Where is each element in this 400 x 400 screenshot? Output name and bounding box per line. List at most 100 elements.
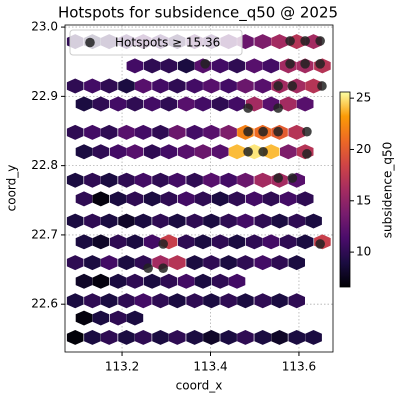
hex-cell bbox=[203, 293, 220, 309]
hex-cell bbox=[220, 124, 237, 140]
hex-cell bbox=[237, 172, 254, 188]
hex-cell bbox=[211, 234, 229, 250]
colorbar-tick-label: 15 bbox=[356, 193, 371, 207]
hex-cell bbox=[177, 96, 195, 112]
hex-cell bbox=[288, 293, 305, 309]
x-tick-label: 113.2 bbox=[105, 360, 139, 374]
hex-cell bbox=[135, 124, 152, 140]
hex-cell bbox=[246, 58, 263, 74]
legend-marker bbox=[85, 37, 95, 48]
y-tick-label: 22.6 bbox=[31, 297, 58, 311]
hex-cell bbox=[92, 273, 110, 289]
hex-cell bbox=[126, 144, 144, 160]
x-axis-label: coord_x bbox=[176, 379, 223, 393]
hex-cell bbox=[220, 255, 237, 271]
hotspot-point bbox=[158, 263, 168, 273]
hex-cell bbox=[220, 213, 237, 229]
hex-cell bbox=[237, 255, 254, 271]
hex-cell bbox=[135, 330, 152, 345]
legend-box bbox=[69, 29, 243, 56]
hex-cell bbox=[152, 213, 169, 229]
hex-cell bbox=[194, 144, 212, 160]
hotspot-point bbox=[315, 36, 325, 46]
hex-cell bbox=[262, 144, 280, 160]
hex-cell bbox=[118, 213, 135, 229]
hex-cell bbox=[92, 310, 110, 326]
hex-cell bbox=[152, 172, 169, 188]
hex-cell bbox=[84, 213, 101, 229]
hotspot-point bbox=[243, 146, 253, 157]
hex-cell bbox=[288, 124, 305, 140]
hotspot-point bbox=[273, 81, 283, 91]
hotspot-point bbox=[273, 126, 283, 137]
hex-cell bbox=[220, 293, 237, 309]
hotspot-point bbox=[287, 81, 298, 91]
hotspot-point bbox=[285, 58, 295, 69]
hex-cell bbox=[186, 78, 203, 94]
hex-cell bbox=[126, 191, 144, 207]
hex-cell bbox=[211, 191, 229, 207]
colorbar bbox=[339, 91, 351, 288]
hex-cell bbox=[135, 213, 152, 229]
chart-title: Hotspots for subsidence_q50 @ 2025 bbox=[58, 4, 338, 23]
y-tick-label: 22.7 bbox=[31, 227, 58, 241]
hex-cell bbox=[194, 234, 212, 250]
hex-cell bbox=[288, 330, 305, 345]
hex-cell bbox=[75, 273, 93, 289]
hex-cell bbox=[109, 310, 127, 326]
hotspot-point bbox=[143, 263, 153, 273]
hotspot-point bbox=[300, 58, 310, 69]
hex-cell bbox=[194, 96, 212, 112]
hex-cell bbox=[203, 172, 220, 188]
hex-cell bbox=[92, 144, 110, 160]
hex-cell bbox=[100, 172, 118, 188]
hex-cell bbox=[228, 58, 246, 74]
hex-cell bbox=[271, 255, 288, 271]
hex-cell bbox=[169, 293, 186, 309]
hex-cell bbox=[100, 213, 118, 229]
hex-cell bbox=[126, 58, 144, 74]
hex-cell bbox=[126, 96, 144, 112]
hex-cell bbox=[220, 330, 237, 345]
hex-cell bbox=[211, 144, 229, 160]
hex-cell bbox=[100, 330, 118, 345]
y-axis-label: coord_y bbox=[5, 165, 19, 212]
hex-cell bbox=[126, 310, 144, 326]
hotspot-point bbox=[300, 36, 310, 46]
hex-cell bbox=[66, 255, 84, 271]
hex-cell bbox=[262, 234, 280, 250]
hex-cell bbox=[237, 293, 254, 309]
hex-cell bbox=[84, 124, 101, 140]
hex-cell bbox=[109, 96, 127, 112]
x-tick-label: 113.6 bbox=[282, 360, 316, 374]
hex-cell bbox=[254, 255, 271, 271]
hex-cell bbox=[118, 293, 135, 309]
hex-cell bbox=[66, 172, 84, 188]
hex-cell bbox=[305, 330, 322, 345]
hex-cell bbox=[246, 234, 263, 250]
hotspot-point bbox=[258, 146, 268, 157]
hex-cell bbox=[66, 213, 84, 229]
hotspot-point bbox=[258, 126, 268, 137]
colorbar-tick-label: 10 bbox=[356, 245, 371, 259]
x-tick-label: 113.4 bbox=[193, 360, 227, 374]
hex-cell bbox=[100, 124, 118, 140]
y-tick-label: 22.9 bbox=[31, 89, 58, 103]
colorbar-label: subsidence_q50 bbox=[381, 142, 395, 239]
hex-cell bbox=[84, 293, 101, 309]
hex-cell bbox=[246, 191, 263, 207]
hex-cell bbox=[160, 273, 178, 289]
hex-cell bbox=[228, 144, 246, 160]
hex-cell bbox=[152, 330, 169, 345]
hex-cell bbox=[143, 234, 161, 250]
hotspot-point bbox=[285, 36, 295, 46]
hex-cell bbox=[237, 330, 254, 345]
hotspot-point bbox=[243, 103, 253, 113]
hex-cell bbox=[296, 191, 314, 207]
hex-cell bbox=[143, 58, 161, 74]
hex-cell bbox=[280, 234, 297, 250]
hex-cell bbox=[109, 191, 127, 207]
hex-cell bbox=[169, 213, 186, 229]
hex-cell bbox=[152, 78, 169, 94]
hotspot-point bbox=[287, 173, 298, 183]
